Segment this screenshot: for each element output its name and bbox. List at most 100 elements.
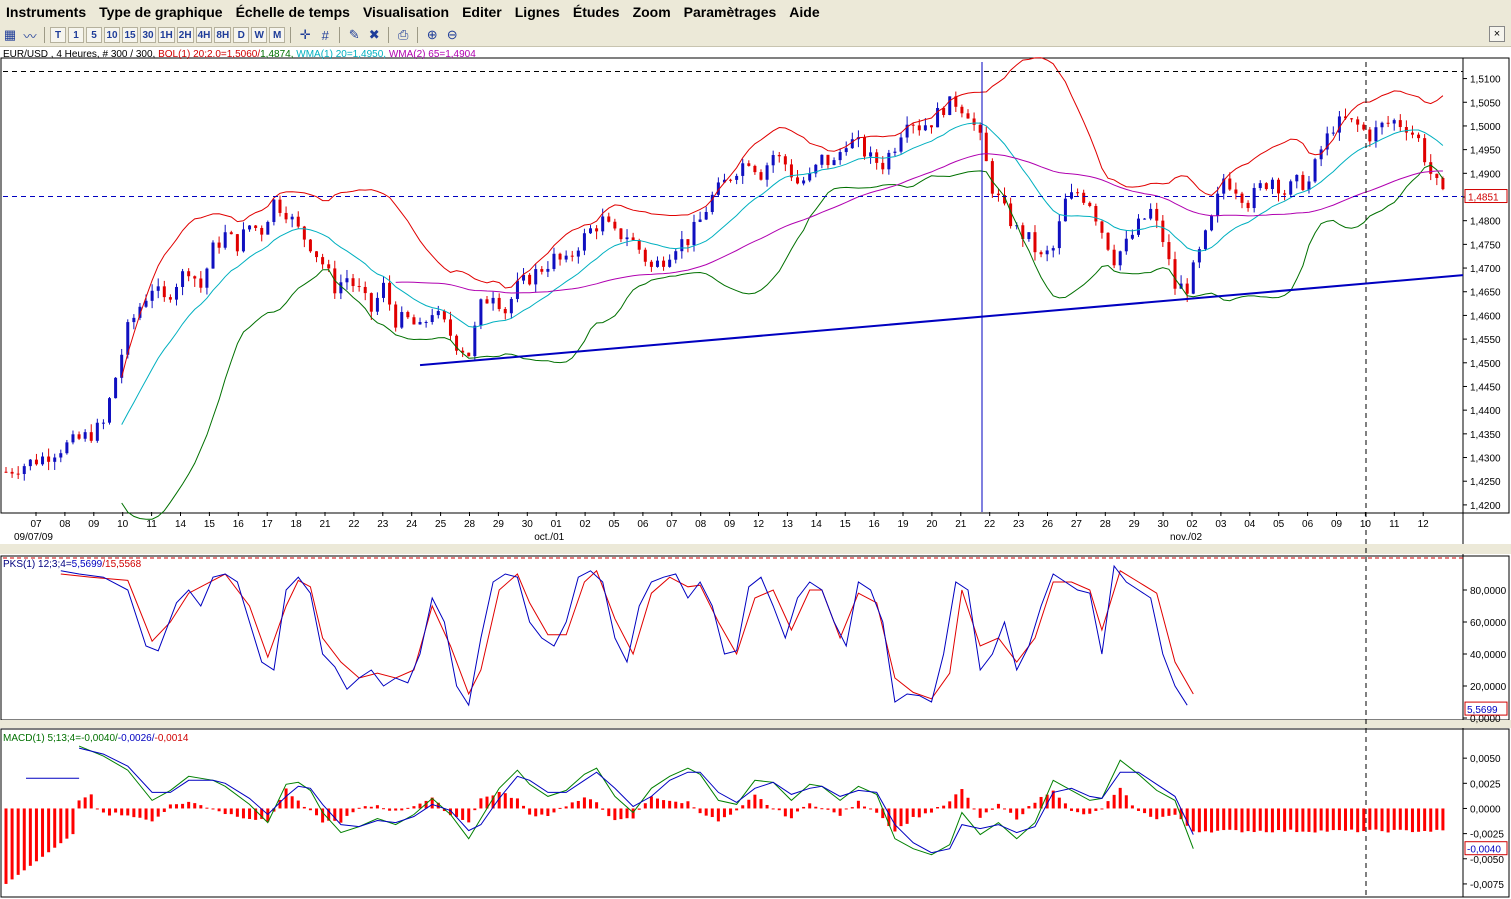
candle-body bbox=[53, 457, 57, 462]
timeframe-button-0[interactable]: T bbox=[50, 27, 66, 43]
macd-hist-bar bbox=[1423, 808, 1427, 831]
candle-body bbox=[534, 269, 538, 285]
draw-tool-icon[interactable]: ✎ bbox=[348, 27, 360, 42]
menu-item-6[interactable]: Études bbox=[572, 4, 620, 20]
candle-body bbox=[850, 139, 854, 149]
crosshair-icon[interactable]: ✛ bbox=[299, 27, 311, 42]
grid-icon[interactable]: # bbox=[321, 27, 329, 43]
candle-body bbox=[345, 278, 349, 283]
candle-body bbox=[485, 299, 489, 304]
candle-body bbox=[522, 274, 526, 281]
macd-hist-bar bbox=[327, 808, 331, 821]
menu-item-1[interactable]: Type de graphique bbox=[99, 4, 223, 20]
macd-histogram bbox=[4, 787, 1445, 884]
timeframe-button-7[interactable]: 2H bbox=[176, 27, 194, 43]
candle-body bbox=[1197, 249, 1201, 263]
timeframe-button-4[interactable]: 15 bbox=[122, 27, 138, 43]
candle-body bbox=[692, 221, 696, 246]
pks-panel-header-part-2: /15,5568 bbox=[102, 559, 141, 570]
candle-body bbox=[1289, 181, 1293, 195]
menu-item-4[interactable]: Editer bbox=[462, 4, 502, 20]
macd-hist-bar bbox=[467, 808, 471, 823]
candle-body bbox=[844, 148, 848, 153]
macd-hist-bar bbox=[1313, 808, 1317, 833]
candle-body bbox=[1094, 206, 1098, 222]
candle-body bbox=[430, 315, 434, 322]
macd-hist-bar bbox=[485, 796, 489, 809]
candle-body bbox=[138, 306, 142, 318]
candle-body bbox=[254, 225, 258, 228]
timeframe-button-10[interactable]: D bbox=[233, 27, 250, 43]
macd-hist-bar bbox=[704, 808, 708, 816]
candle-body bbox=[710, 194, 714, 212]
line-chart-icon[interactable]: 〰 bbox=[23, 28, 37, 44]
zoom-in-icon[interactable]: ⊕ bbox=[426, 27, 438, 42]
trendline bbox=[419, 274, 1464, 367]
candle-body bbox=[917, 125, 921, 131]
menu-item-5[interactable]: Lignes bbox=[514, 4, 560, 20]
candle-body bbox=[205, 268, 209, 288]
menu-item-9[interactable]: Aide bbox=[789, 4, 820, 20]
macd-hist-bar bbox=[716, 808, 720, 822]
time-tick-label: 29 bbox=[493, 519, 505, 530]
candle-body bbox=[1143, 218, 1147, 220]
candle-body bbox=[576, 250, 580, 257]
menu-item-3[interactable]: Visualisation bbox=[362, 4, 450, 20]
macd-hist-bar bbox=[1021, 808, 1025, 815]
period-label: nov./02 bbox=[1170, 532, 1202, 543]
candle-body bbox=[266, 221, 270, 235]
macd-hist-bar bbox=[375, 805, 379, 809]
eraser-icon[interactable]: ✖ bbox=[368, 27, 380, 42]
close-button[interactable]: × bbox=[1489, 26, 1505, 42]
price-panel-header-part-2: 1,4874, bbox=[260, 49, 296, 60]
macd-hist-bar bbox=[528, 808, 532, 815]
wma20-line bbox=[121, 122, 1444, 425]
macd-hist-bar bbox=[345, 808, 349, 816]
candle-body bbox=[162, 286, 166, 298]
macd-hist-bar bbox=[722, 808, 726, 818]
price-panel-frame bbox=[0, 57, 1510, 514]
macd-hist-bar bbox=[1155, 808, 1159, 820]
price-tick-label: 1,4650 bbox=[1470, 288, 1501, 299]
menu-item-2[interactable]: Échelle de temps bbox=[235, 4, 350, 20]
candle-body bbox=[503, 309, 507, 314]
timeframe-button-6[interactable]: 1H bbox=[158, 27, 175, 43]
timeframe-button-12[interactable]: M bbox=[269, 27, 286, 43]
macd-hist-bar bbox=[22, 808, 26, 871]
time-tick-label: 05 bbox=[608, 519, 620, 530]
timeframe-button-11[interactable]: W bbox=[251, 27, 268, 43]
candle-body bbox=[1076, 192, 1080, 194]
candle-body bbox=[1362, 124, 1366, 130]
macd-hist-bar bbox=[1003, 808, 1007, 810]
time-tick-label: 09 bbox=[1331, 519, 1343, 530]
candle-body bbox=[47, 456, 51, 462]
timeframe-button-2[interactable]: 5 bbox=[86, 27, 102, 43]
candle-body bbox=[400, 312, 404, 328]
macd-hist-bar bbox=[1149, 808, 1153, 817]
candle-body bbox=[248, 225, 252, 230]
timeframe-button-8[interactable]: 4H bbox=[195, 27, 213, 43]
pks-tick-label: 0,0000 bbox=[1470, 714, 1501, 725]
menu-bar: Instruments Type de graphique Échelle de t… bbox=[0, 0, 1511, 25]
candle-body bbox=[1136, 218, 1140, 235]
macd-hist-bar bbox=[1362, 808, 1366, 832]
menu-item-0[interactable]: Instruments bbox=[6, 4, 87, 20]
zoom-out-icon[interactable]: ⊖ bbox=[446, 27, 458, 42]
candle-body bbox=[467, 352, 471, 357]
macd-hist-bar bbox=[1033, 802, 1037, 809]
macd-hist-bar bbox=[869, 808, 873, 810]
time-tick-label: 28 bbox=[464, 519, 476, 530]
macd-hist-bar bbox=[1410, 808, 1414, 833]
timeframe-button-9[interactable]: 8H bbox=[214, 27, 232, 43]
time-tick-label: 23 bbox=[377, 519, 389, 530]
candle-body bbox=[966, 113, 970, 119]
pointer-icon[interactable]: ▦ bbox=[3, 27, 17, 42]
print-icon[interactable]: ⎙ bbox=[397, 27, 409, 42]
timeframe-button-1[interactable]: 1 bbox=[68, 27, 84, 43]
menu-item-8[interactable]: Paramètrages bbox=[683, 4, 777, 20]
timeframe-button-3[interactable]: 10 bbox=[104, 27, 120, 43]
menu-item-7[interactable]: Zoom bbox=[632, 4, 671, 20]
macd-hist-bar bbox=[1070, 808, 1074, 811]
candle-body bbox=[1356, 119, 1360, 125]
timeframe-button-5[interactable]: 30 bbox=[140, 27, 156, 43]
